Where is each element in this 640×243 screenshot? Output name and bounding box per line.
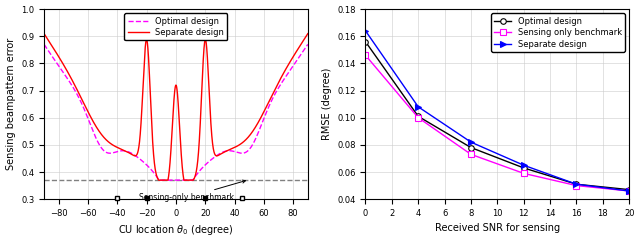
Optimal design	[40, 43, 48, 46]
Optimal design	[293, 59, 301, 62]
Separate design	[467, 141, 475, 144]
Y-axis label: RMSE (degree): RMSE (degree)	[322, 68, 332, 140]
Optimal design	[290, 64, 298, 67]
Separate design	[573, 183, 580, 186]
Line: Separate design: Separate design	[44, 34, 308, 180]
Optimal design	[304, 43, 312, 46]
Separate design	[414, 105, 422, 108]
Sensing only benchmark	[520, 172, 527, 175]
Optimal design	[241, 151, 248, 154]
Separate design	[241, 140, 248, 143]
Line: Sensing only benchmark: Sensing only benchmark	[363, 52, 632, 194]
Optimal design	[165, 179, 173, 182]
Separate design	[625, 190, 633, 192]
Text: Sensing-only benchmark: Sensing-only benchmark	[140, 180, 246, 202]
Optimal design	[520, 166, 527, 169]
Sensing only benchmark	[414, 116, 422, 119]
Sensing only benchmark	[362, 54, 369, 57]
Separate design	[130, 154, 138, 157]
Separate design	[362, 29, 369, 32]
Separate design	[233, 145, 241, 148]
Separate design	[293, 50, 301, 52]
Line: Optimal design: Optimal design	[44, 44, 308, 180]
X-axis label: CU location $\theta_0$ (degree): CU location $\theta_0$ (degree)	[118, 224, 234, 237]
Separate design	[304, 32, 312, 35]
Optimal design	[625, 188, 633, 191]
Legend: Optimal design, Sensing only benchmark, Separate design: Optimal design, Sensing only benchmark, …	[491, 13, 625, 52]
Optimal design	[130, 153, 138, 156]
Optimal design	[573, 183, 580, 186]
Optimal design	[414, 115, 422, 118]
Optimal design	[156, 179, 163, 182]
Separate design	[290, 55, 298, 58]
Sensing only benchmark	[467, 153, 475, 156]
Sensing only benchmark	[625, 190, 633, 192]
Line: Separate design: Separate design	[363, 28, 632, 194]
Separate design	[40, 32, 48, 35]
Line: Optimal design: Optimal design	[363, 39, 632, 192]
Separate design	[155, 179, 163, 182]
Separate design	[165, 172, 173, 175]
Optimal design	[362, 40, 369, 43]
Sensing only benchmark	[573, 184, 580, 187]
Separate design	[520, 164, 527, 167]
Legend: Optimal design, Separate design: Optimal design, Separate design	[124, 13, 227, 40]
Y-axis label: Sensing beampattern error: Sensing beampattern error	[6, 38, 15, 170]
Optimal design	[233, 151, 241, 154]
X-axis label: Received SNR for sensing: Received SNR for sensing	[435, 224, 560, 234]
Optimal design	[467, 146, 475, 149]
